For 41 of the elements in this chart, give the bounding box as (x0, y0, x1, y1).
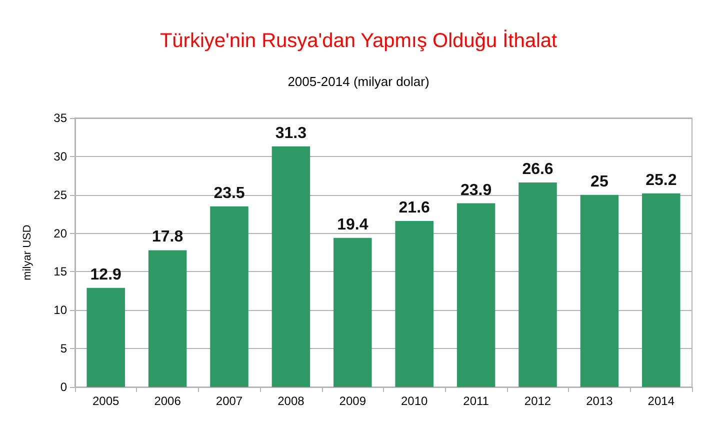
data-label: 23.9 (460, 182, 492, 199)
x-tick-label: 2009 (339, 394, 366, 408)
data-label: 23.5 (214, 184, 245, 202)
y-tick-label: 15 (54, 264, 68, 279)
bar (334, 238, 372, 387)
chart-subtitle: 2005-2014 (milyar dolar) (288, 74, 430, 89)
chart-title: Türkiye'nin Rusya'dan Yapmış Olduğu İthalat (160, 29, 558, 52)
bar (518, 182, 557, 387)
data-label: 26.6 (522, 161, 554, 178)
x-tick-label: 2006 (154, 394, 182, 408)
bar (642, 193, 680, 387)
data-label: 12.9 (90, 266, 122, 284)
x-tick-label: 2013 (586, 394, 614, 408)
bar (272, 146, 310, 387)
x-tick-label: 2008 (278, 394, 305, 408)
data-label: 21.6 (398, 199, 430, 216)
y-tick-label: 5 (60, 342, 68, 356)
y-tick-label: 25 (54, 188, 68, 202)
bar (395, 220, 434, 387)
x-tick-label: 2012 (524, 394, 552, 408)
data-label: 17.8 (152, 228, 184, 246)
data-label: 31.3 (275, 124, 307, 142)
y-tick-label: 30 (54, 149, 68, 164)
y-axis-title: milyar USD (22, 224, 34, 280)
bar (148, 250, 187, 387)
data-label: 19.4 (337, 216, 368, 234)
bar (86, 288, 125, 387)
x-tick-label: 2007 (216, 394, 243, 408)
y-tick-label: 20 (54, 226, 68, 240)
y-tick-label: 0 (60, 380, 68, 394)
data-label: 25 (590, 173, 608, 190)
x-tick-label: 2010 (401, 394, 428, 408)
y-tick-label: 10 (54, 303, 68, 318)
bar (456, 203, 496, 387)
bar (210, 206, 248, 387)
x-tick-label: 2011 (463, 394, 490, 408)
x-tick-label: 2014 (648, 394, 675, 408)
x-tick-label: 2005 (92, 394, 120, 408)
bar (580, 194, 619, 387)
y-tick-label: 35 (54, 111, 68, 125)
data-label: 25.2 (646, 172, 677, 189)
